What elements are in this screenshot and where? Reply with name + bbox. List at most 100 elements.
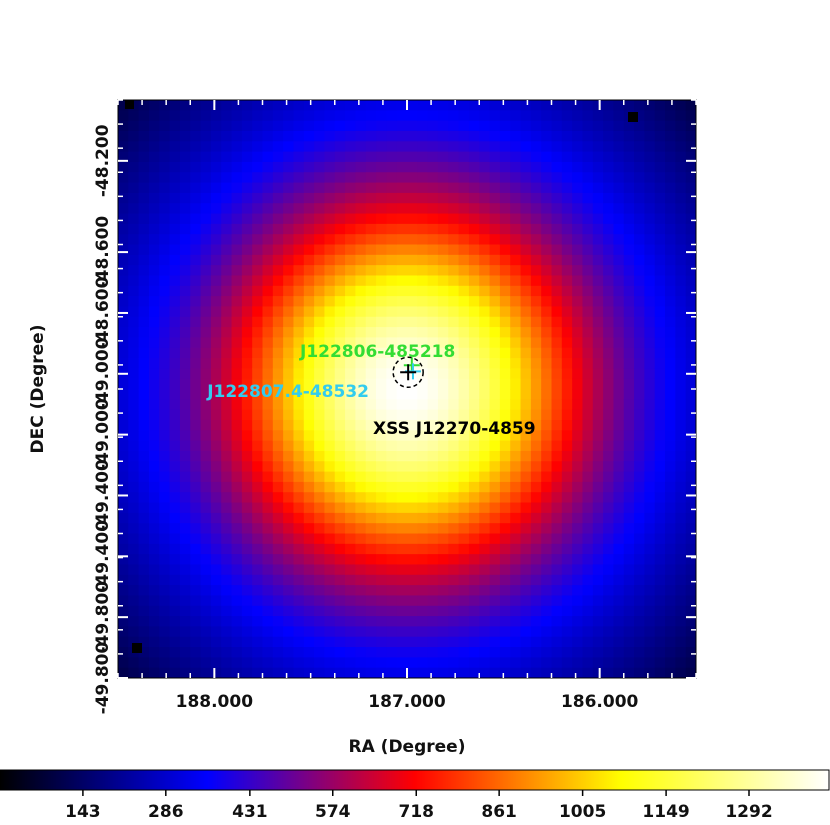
heatmap-cell bbox=[448, 492, 460, 504]
heatmap-cell bbox=[675, 244, 687, 256]
heatmap-cell bbox=[128, 244, 140, 256]
heatmap-cell bbox=[355, 368, 367, 380]
heatmap-cell bbox=[272, 316, 284, 328]
heatmap-cell bbox=[489, 296, 501, 308]
heatmap-cell bbox=[118, 244, 129, 256]
heatmap-cell bbox=[241, 285, 253, 297]
heatmap-cell bbox=[468, 389, 480, 400]
heatmap-cell bbox=[634, 616, 645, 627]
heatmap-cell bbox=[541, 275, 553, 287]
heatmap-cell bbox=[355, 378, 367, 390]
heatmap-cell bbox=[644, 265, 656, 277]
heatmap-cell bbox=[582, 461, 594, 473]
heatmap-cell bbox=[541, 533, 553, 545]
heatmap-cell bbox=[541, 595, 553, 607]
heatmap-cell bbox=[592, 192, 604, 204]
heatmap-cell bbox=[283, 419, 295, 431]
heatmap-cell bbox=[572, 347, 584, 359]
heatmap-cell bbox=[148, 667, 160, 678]
heatmap-cell bbox=[437, 337, 449, 349]
heatmap-cell bbox=[675, 409, 687, 421]
heatmap-cell bbox=[190, 265, 202, 277]
heatmap-cell bbox=[468, 481, 480, 493]
heatmap-cell bbox=[685, 285, 696, 297]
heatmap-cell bbox=[118, 667, 129, 678]
heatmap-cell bbox=[252, 595, 264, 607]
heatmap-cell bbox=[675, 130, 687, 142]
heatmap-cell bbox=[520, 471, 532, 483]
heatmap-cell bbox=[118, 564, 129, 576]
heatmap-cell bbox=[159, 595, 171, 607]
heatmap-cell bbox=[520, 481, 532, 493]
heatmap-cell bbox=[159, 461, 171, 473]
heatmap-cell bbox=[283, 389, 295, 400]
heatmap-cell bbox=[551, 471, 563, 483]
heatmap-cell bbox=[365, 130, 377, 142]
heatmap-cell bbox=[582, 110, 594, 122]
heatmap-cell bbox=[272, 120, 284, 132]
heatmap-cell bbox=[334, 399, 346, 411]
heatmap-cell bbox=[541, 244, 553, 256]
heatmap-cell bbox=[355, 141, 367, 153]
heatmap-cell bbox=[603, 285, 615, 297]
heatmap-cell bbox=[334, 450, 346, 462]
heatmap-cell bbox=[386, 481, 398, 493]
heatmap-cell bbox=[262, 182, 274, 194]
heatmap-cell bbox=[407, 182, 418, 194]
heatmap-cell bbox=[468, 172, 480, 184]
heatmap-cell bbox=[479, 461, 491, 473]
heatmap-cell bbox=[221, 543, 233, 555]
heatmap-cell bbox=[623, 378, 635, 390]
heatmap-cell bbox=[345, 141, 356, 153]
heatmap-cell bbox=[458, 213, 470, 225]
heatmap-cell bbox=[417, 327, 429, 338]
heatmap-cell bbox=[283, 182, 295, 194]
heatmap-cell bbox=[634, 574, 645, 586]
heatmap-cell bbox=[221, 213, 233, 225]
heatmap-cell bbox=[623, 120, 635, 132]
heatmap-cell bbox=[128, 120, 140, 132]
heatmap-cell bbox=[324, 316, 336, 328]
heatmap-cell bbox=[437, 130, 449, 142]
heatmap-cell bbox=[324, 213, 336, 225]
heatmap-cell bbox=[159, 389, 171, 400]
heatmap-cell bbox=[634, 275, 645, 287]
heatmap-cell bbox=[468, 151, 480, 163]
heatmap-cell bbox=[272, 306, 284, 318]
heatmap-cell bbox=[376, 564, 387, 576]
heatmap-cell bbox=[592, 172, 604, 184]
heatmap-cell bbox=[314, 347, 326, 359]
heatmap-cell bbox=[283, 585, 295, 597]
heatmap-cell bbox=[179, 285, 191, 297]
heatmap-cell bbox=[365, 141, 377, 153]
heatmap-cell bbox=[148, 100, 160, 111]
heatmap-cell bbox=[499, 213, 511, 225]
heatmap-cell bbox=[376, 450, 387, 462]
heatmap-cell bbox=[510, 605, 522, 617]
heatmap-cell bbox=[118, 430, 129, 442]
heatmap-cell bbox=[159, 647, 171, 658]
heatmap-cell bbox=[252, 161, 264, 173]
heatmap-cell bbox=[252, 254, 264, 266]
heatmap-cell bbox=[231, 368, 243, 380]
heatmap-cell bbox=[241, 306, 253, 318]
heatmap-cell bbox=[427, 585, 439, 597]
heatmap-cell bbox=[407, 275, 418, 287]
heatmap-cell bbox=[489, 327, 501, 338]
heatmap-cell bbox=[262, 461, 274, 473]
heatmap-cell bbox=[138, 213, 150, 225]
heatmap-cell bbox=[592, 657, 604, 669]
heatmap-cell bbox=[396, 306, 408, 318]
heatmap-cell bbox=[417, 141, 429, 153]
heatmap-cell bbox=[489, 172, 501, 184]
heatmap-cell bbox=[241, 430, 253, 442]
heatmap-cell bbox=[190, 605, 202, 617]
heatmap-cell bbox=[128, 564, 140, 576]
heatmap-cell bbox=[623, 430, 635, 442]
heatmap-cell bbox=[262, 481, 274, 493]
heatmap-cell bbox=[551, 358, 563, 369]
heatmap-cell bbox=[303, 110, 315, 122]
heatmap-cell bbox=[365, 647, 377, 658]
heatmap-cell bbox=[324, 161, 336, 173]
heatmap-cell bbox=[623, 161, 635, 173]
